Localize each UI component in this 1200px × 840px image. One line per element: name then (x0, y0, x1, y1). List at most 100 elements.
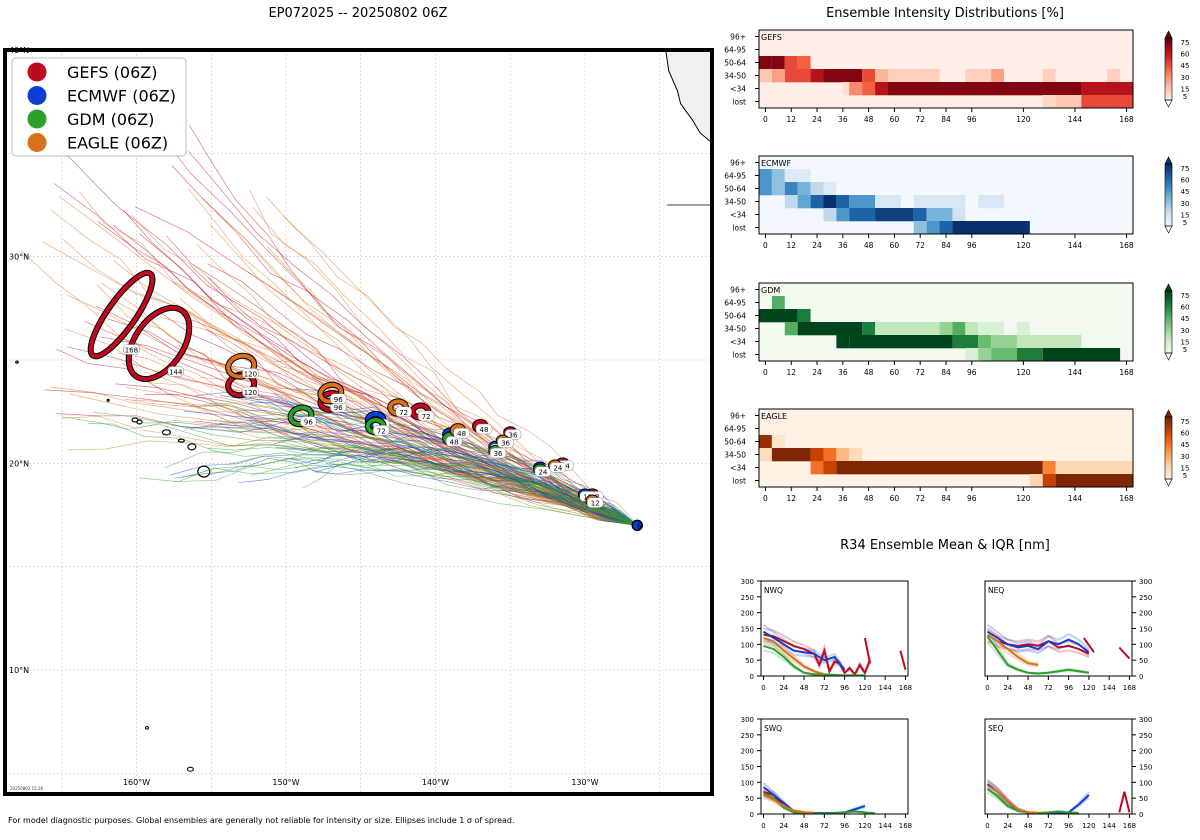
map-timestamp: 20250802 15:26 (10, 786, 44, 791)
heatmap-cell (1081, 82, 1133, 96)
heatmap-x-tick-label: 84 (941, 368, 951, 377)
heatmap-cell (836, 195, 850, 209)
r34-y-tick-label: 150 (741, 764, 754, 772)
eagle-track (67, 440, 638, 526)
eagle-track (130, 214, 638, 526)
heatmap-x-tick-label: 72 (915, 494, 925, 503)
ellipse-hour-label: 48 (480, 426, 489, 434)
colorbar-bottom-arrow (1164, 99, 1173, 108)
colorbar-segment (1165, 195, 1172, 199)
colorbar-segment (1165, 213, 1172, 218)
r34-x-tick-label: 48 (800, 822, 809, 830)
heatmap-cell (939, 322, 953, 336)
heatmap-cell (1042, 461, 1056, 475)
r34-y-tick-label: 50 (745, 657, 754, 665)
ellipse-hour-label: 72 (377, 427, 386, 435)
heatmap-x-tick-label: 36 (838, 494, 848, 503)
colorbar-segment (1165, 53, 1172, 58)
ellipse-label-box (534, 466, 552, 477)
r34-iqr-line (986, 627, 1039, 665)
r34-content (986, 624, 1131, 675)
heatmap-cell (823, 195, 837, 209)
heatmap-row-label: 34-50 (724, 72, 746, 81)
heatmap-cell (759, 69, 772, 83)
ellipse-hour-label: 24 (538, 469, 547, 477)
r34-mean-ecmwf (986, 630, 1090, 654)
gdm-track (234, 410, 638, 526)
heatmap-cell (810, 461, 824, 475)
gdm-heatmap: GDM 96+ 64-95 50-64 34-50 <34 lost 0 12 24 36 48 60 7… (724, 282, 1190, 377)
heatmap-x-tick-label: 96 (967, 494, 977, 503)
heatmap-x-tick-label: 0 (763, 494, 768, 503)
colorbar-segment (1165, 294, 1172, 298)
r34-mean-eagle (763, 794, 815, 814)
colorbar-tick-label: 60 (1181, 304, 1190, 312)
colorbar-tick-label: 75 (1181, 418, 1190, 426)
heatmap-cell (759, 435, 772, 449)
ellipse-hour-label: 72 (399, 409, 408, 417)
lon-tick-label: 140°W (422, 778, 449, 787)
heatmap-row-label: 64-95 (724, 425, 746, 434)
heatmap-cell (862, 82, 876, 96)
heatmap-cell (926, 221, 940, 235)
heatmap-cell (810, 69, 824, 83)
colorbar-segment (1165, 222, 1172, 227)
r34-content (762, 782, 876, 814)
gdm-track (61, 416, 638, 526)
heatmap-cell (1042, 348, 1121, 362)
r34-y-tick-label: 250 (741, 732, 754, 740)
heatmap-x-tick-label: 60 (890, 241, 900, 250)
colorbar-tick-label: 5 (1183, 93, 1187, 101)
heatmap-cell (797, 322, 863, 336)
heatmap-cell (849, 82, 863, 96)
heatmap-x-tick-label: 48 (864, 494, 874, 503)
heatmap-cell (759, 169, 772, 183)
heatmap-cell (1042, 69, 1056, 83)
colorbar-segment (1165, 59, 1172, 64)
heatmap-cell (965, 322, 979, 336)
r34-panel-label: SWQ (764, 724, 782, 733)
heatmap-cell (810, 195, 824, 209)
colorbar-tick-label: 15 (1181, 211, 1190, 219)
heatmap-x-tick-label: 0 (763, 241, 768, 250)
colorbar-segment (1165, 349, 1172, 354)
intensity-title: Ensemble Intensity Distributions [%] (826, 6, 1064, 21)
ellipse-hour-label: 168 (125, 347, 138, 355)
heatmap-x-tick-label: 84 (941, 115, 951, 124)
gefs-ellipse (126, 305, 192, 381)
heatmap-cell (1042, 95, 1056, 109)
r34-mean-gefs (863, 637, 871, 664)
heatmap-cell (771, 56, 785, 70)
ellipse-hour-label: 120 (244, 370, 257, 378)
start-label: 6 (637, 522, 642, 530)
heatmap-cell (887, 82, 1082, 96)
r34-y-tick-label: 250 (1139, 594, 1152, 602)
heatmap-cell (1016, 322, 1030, 336)
island (144, 726, 149, 730)
heatmap-cell (875, 82, 888, 96)
heatmap-x-tick-label: 168 (1119, 368, 1134, 377)
heatmap-row-label: 34-50 (724, 198, 746, 207)
colorbar-segment (1165, 423, 1172, 427)
gdm-track (204, 402, 638, 526)
ellipse-label-box (475, 423, 493, 435)
heatmap-x-tick-label: 60 (890, 115, 900, 124)
heatmap-row-label: 50-64 (724, 185, 746, 194)
r34-y-tick-label: 50 (1139, 657, 1148, 665)
r34-iqr-line (986, 627, 1090, 652)
colorbar-segment (1165, 303, 1172, 307)
colorbar-segment (1165, 417, 1172, 421)
colorbar-tick-label: 45 (1181, 188, 1190, 196)
gdm-track (140, 422, 638, 526)
r34-x-tick-label: 24 (1003, 684, 1012, 692)
colorbar-tick-label: 75 (1181, 39, 1190, 47)
colorbar-segment (1165, 322, 1172, 326)
colorbar-frame (1164, 163, 1173, 227)
colorbar-segment (1165, 62, 1172, 67)
r34-y-tick-label: 300 (1139, 716, 1152, 724)
colorbar-tick-label: 30 (1181, 453, 1190, 461)
r34-panel-swq: SWQ 0 24 48 72 96 120 144 168 0 50 100 150 200 250 300 (741, 716, 913, 830)
gdm-track (208, 463, 638, 526)
r34-x-tick-label: 24 (779, 822, 788, 830)
